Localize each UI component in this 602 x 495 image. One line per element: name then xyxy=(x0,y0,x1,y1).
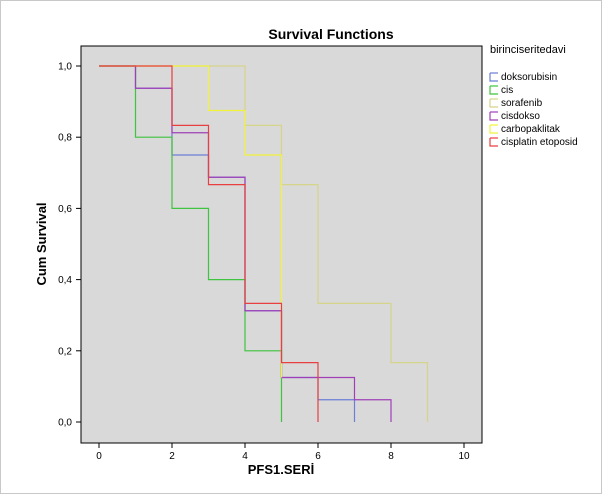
x-tick-label: 2 xyxy=(169,451,175,462)
y-tick-label: 1,0 xyxy=(58,62,72,73)
y-tick-label: 0,8 xyxy=(58,133,72,144)
y-axis: 0,0 0,2 0,4 0,6 0,8 1,0 xyxy=(58,62,81,429)
x-tick-label: 6 xyxy=(315,451,321,462)
series-line-cis xyxy=(99,65,283,422)
y-tick-label: 0,2 xyxy=(58,346,72,357)
legend-label: cis xyxy=(501,85,513,96)
y-tick-label: 0,6 xyxy=(58,204,72,215)
y-tick-label: 0,0 xyxy=(58,418,72,429)
y-tick-label: 0,4 xyxy=(58,275,72,286)
legend-label: cisdokso xyxy=(501,111,540,122)
legend-label: doksorubisin xyxy=(501,72,557,83)
y-axis-label: Cum Survival xyxy=(34,202,49,285)
legend-title: birinciseritedavi xyxy=(490,44,566,56)
series-lines xyxy=(99,65,429,422)
legend-swatch xyxy=(489,86,498,95)
chart-title: Survival Functions xyxy=(268,26,393,42)
legend-swatch xyxy=(489,112,498,121)
series-line-cisplatin-etoposid xyxy=(99,65,319,422)
series-line-carbopaklitak xyxy=(99,65,283,378)
x-axis-label: PFS1.SERİ xyxy=(248,462,314,477)
legend-label: cisplatin etoposid xyxy=(501,137,578,148)
x-tick-label: 4 xyxy=(242,451,248,462)
x-tick-label: 0 xyxy=(96,451,102,462)
legend: birinciseritedavi doksorubisin cis sorafen… xyxy=(489,44,578,148)
legend-swatch xyxy=(489,99,498,108)
x-tick-label: 8 xyxy=(388,451,394,462)
x-tick-label: 10 xyxy=(458,451,470,462)
legend-label: sorafenib xyxy=(501,98,543,109)
legend-swatch xyxy=(489,73,498,82)
legend-label: carbopaklitak xyxy=(501,124,561,135)
legend-swatch xyxy=(489,138,498,147)
series-line-sorafenib xyxy=(99,65,429,422)
legend-swatch xyxy=(489,125,498,134)
x-axis: 0 2 4 6 8 10 xyxy=(96,443,470,462)
